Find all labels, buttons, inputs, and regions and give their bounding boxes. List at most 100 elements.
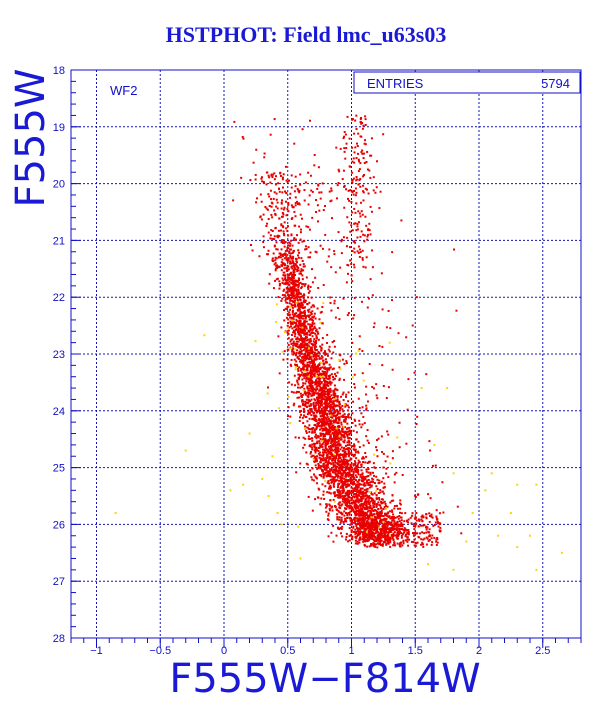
data-point <box>291 216 294 219</box>
data-point <box>358 461 361 464</box>
data-point <box>376 511 379 514</box>
data-point <box>348 471 351 474</box>
data-point <box>433 536 436 539</box>
data-point <box>421 524 424 527</box>
data-point <box>297 302 300 305</box>
data-point <box>336 474 339 477</box>
data-point <box>297 326 300 329</box>
data-point <box>269 189 272 192</box>
data-point <box>315 383 318 386</box>
data-point <box>327 433 330 436</box>
data-point <box>289 252 292 255</box>
data-point <box>415 422 418 425</box>
data-point <box>377 542 380 545</box>
data-point <box>322 209 325 212</box>
outlier-point <box>289 347 292 350</box>
data-point <box>362 506 365 509</box>
data-point <box>350 486 353 489</box>
data-point <box>317 332 320 335</box>
data-point <box>325 384 328 387</box>
data-point <box>373 543 376 546</box>
data-point <box>302 366 305 369</box>
data-point <box>397 523 400 526</box>
data-point <box>370 531 373 534</box>
data-point <box>312 442 315 445</box>
data-point <box>284 279 287 282</box>
data-point <box>329 492 332 495</box>
data-point <box>304 437 307 440</box>
data-point <box>378 538 381 541</box>
data-point <box>356 486 359 489</box>
data-point <box>319 420 322 423</box>
data-point <box>355 128 358 131</box>
data-point <box>361 487 364 490</box>
data-point <box>340 477 343 480</box>
data-point <box>314 423 317 426</box>
data-point <box>336 476 339 479</box>
data-point <box>319 197 322 200</box>
data-point <box>302 349 305 352</box>
data-point <box>313 372 316 375</box>
data-point <box>371 520 374 523</box>
data-point <box>360 135 363 138</box>
data-point <box>308 444 311 447</box>
data-point <box>362 511 365 514</box>
data-point <box>371 532 374 535</box>
data-point <box>336 518 339 521</box>
data-point <box>322 406 325 409</box>
data-point <box>362 477 365 480</box>
data-point <box>366 537 369 540</box>
data-point <box>341 404 344 407</box>
outlier-point <box>275 303 278 306</box>
data-point <box>326 390 329 393</box>
data-point <box>374 532 377 535</box>
data-point <box>337 429 340 432</box>
data-point <box>338 518 341 521</box>
data-point <box>291 311 294 314</box>
data-point <box>389 501 392 504</box>
data-point <box>358 510 361 513</box>
data-point <box>415 519 418 522</box>
data-point <box>294 284 297 287</box>
data-point <box>312 319 315 322</box>
data-point <box>319 345 322 348</box>
data-point <box>320 497 323 500</box>
data-point <box>334 436 337 439</box>
data-point <box>327 420 330 423</box>
data-point <box>438 529 441 532</box>
data-point <box>319 424 322 427</box>
data-point <box>306 314 309 317</box>
data-point <box>355 509 358 512</box>
data-point <box>357 500 360 503</box>
data-point <box>323 377 326 380</box>
data-point <box>357 489 360 492</box>
data-point <box>355 532 358 535</box>
data-point <box>343 431 346 434</box>
data-point <box>360 477 363 480</box>
data-point <box>328 400 331 403</box>
data-point <box>330 442 333 445</box>
data-point <box>333 403 336 406</box>
outlier-point <box>303 370 306 373</box>
data-point <box>333 394 336 397</box>
data-point <box>375 446 378 449</box>
data-point <box>359 251 362 254</box>
data-point <box>366 400 369 403</box>
data-point <box>346 409 349 412</box>
data-point <box>281 186 284 189</box>
data-point <box>273 235 276 238</box>
data-point <box>299 299 302 302</box>
data-point <box>365 385 368 388</box>
data-point <box>319 419 322 422</box>
data-point <box>317 464 320 467</box>
data-point <box>363 538 366 541</box>
data-point <box>339 432 342 435</box>
data-point <box>430 513 433 516</box>
data-point <box>252 161 255 164</box>
data-point <box>342 455 345 458</box>
data-point <box>352 495 355 498</box>
data-point <box>436 522 439 525</box>
data-point <box>404 529 407 532</box>
data-point <box>318 363 321 366</box>
chart-title: HSTPHOT: Field lmc_u63s03 <box>165 22 447 47</box>
